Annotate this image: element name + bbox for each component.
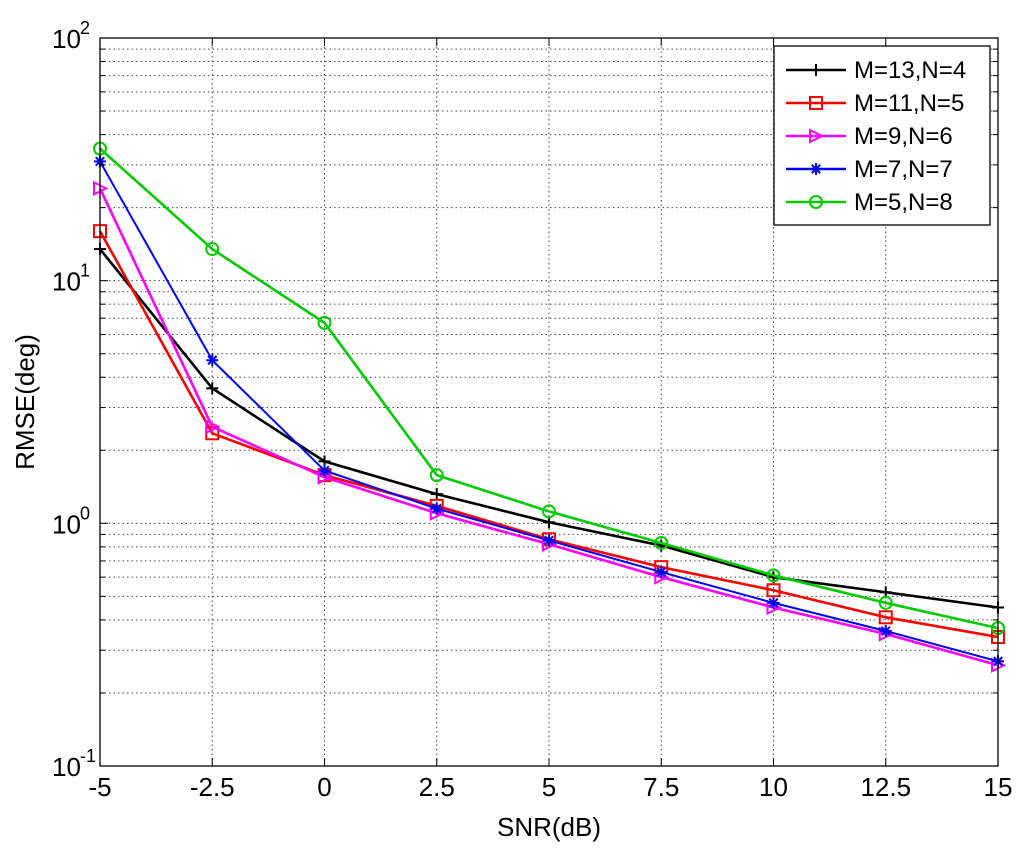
- legend-marker: [809, 128, 825, 144]
- data-point: [766, 568, 781, 583]
- marker-stroke: [880, 626, 891, 636]
- x-tick-label: 5: [542, 772, 556, 802]
- legend-marker: [809, 96, 823, 110]
- legend: M=13,N=4 M=11,N=5 M=9,N=6 M=7,N=7 M=5,N=8: [773, 45, 991, 226]
- x-tick-label: 2.5: [419, 772, 455, 802]
- data-point: [655, 566, 668, 579]
- legend-item: M=9,N=6: [786, 123, 953, 150]
- legend-label: M=7,N=7: [854, 156, 953, 183]
- legend-item: M=7,N=7: [786, 156, 953, 183]
- legend-label: M=13,N=4: [854, 57, 966, 84]
- x-tick-label: 15: [984, 772, 1013, 802]
- marker-stroke: [811, 164, 821, 174]
- data-point: [205, 242, 220, 257]
- data-point: [878, 610, 893, 625]
- y-tick-label: 10 -1: [52, 746, 96, 782]
- x-tick-label: 0: [317, 772, 331, 802]
- data-point: [429, 468, 444, 483]
- x-tick-label: -5: [88, 772, 111, 802]
- x-axis-label: SNR(dB): [497, 812, 601, 842]
- legend-label: M=9,N=6: [854, 123, 953, 150]
- legend-marker: [809, 195, 823, 209]
- data-point: [205, 419, 221, 435]
- y-tick-label-exponent: 1: [80, 261, 90, 281]
- data-point: [767, 596, 780, 609]
- y-tick-label-base: 10: [52, 752, 81, 782]
- data-point: [318, 464, 331, 477]
- marker-stroke: [431, 503, 442, 514]
- data-point: [317, 315, 332, 330]
- marker-stroke: [544, 535, 554, 546]
- legend-item: M=5,N=8: [786, 189, 953, 216]
- data-point: [430, 488, 443, 501]
- x-tick-label: 12.5: [860, 772, 911, 802]
- marker-stroke: [656, 567, 667, 577]
- data-point: [878, 595, 893, 610]
- data-point: [543, 534, 555, 547]
- y-tick-label-exponent: -1: [80, 746, 96, 766]
- marker-stroke: [319, 465, 330, 476]
- y-tick-label-exponent: 0: [80, 503, 90, 523]
- legend-marker: [810, 64, 822, 76]
- series-layer: [93, 141, 1007, 673]
- legend-item: M=13,N=4: [786, 57, 966, 84]
- x-tick-label: 7.5: [643, 772, 679, 802]
- data-point: [430, 502, 443, 515]
- legend-marker: [810, 163, 822, 175]
- series-line: [99, 147, 999, 630]
- series-1: [94, 243, 1004, 614]
- y-tick-label: 10 2: [52, 18, 90, 54]
- y-tick-label: 10 1: [52, 261, 90, 297]
- legend-label: M=11,N=5: [854, 90, 964, 117]
- y-axis-label: RMSE(deg): [10, 334, 40, 470]
- data-point: [206, 382, 219, 395]
- data-point: [542, 504, 556, 519]
- series-line: [98, 248, 999, 609]
- marker-stroke: [207, 355, 218, 366]
- y-tick-label-base: 10: [52, 267, 81, 297]
- tick-marks: [99, 38, 999, 767]
- data-point: [206, 354, 219, 367]
- x-tick-label: -2.5: [190, 772, 235, 802]
- marker-stroke: [768, 597, 779, 608]
- data-point: [654, 535, 669, 550]
- legend-item: M=11,N=5: [786, 90, 964, 117]
- y-tick-label-base: 10: [52, 509, 81, 539]
- y-tick-label: 10 0: [52, 503, 90, 539]
- data-point: [766, 583, 781, 598]
- data-point: [879, 625, 892, 638]
- y-tick-label-exponent: 2: [80, 18, 90, 38]
- x-tick-label: 10: [759, 772, 788, 802]
- y-tick-label-base: 10: [52, 24, 81, 54]
- legend-label: M=5,N=8: [854, 189, 953, 216]
